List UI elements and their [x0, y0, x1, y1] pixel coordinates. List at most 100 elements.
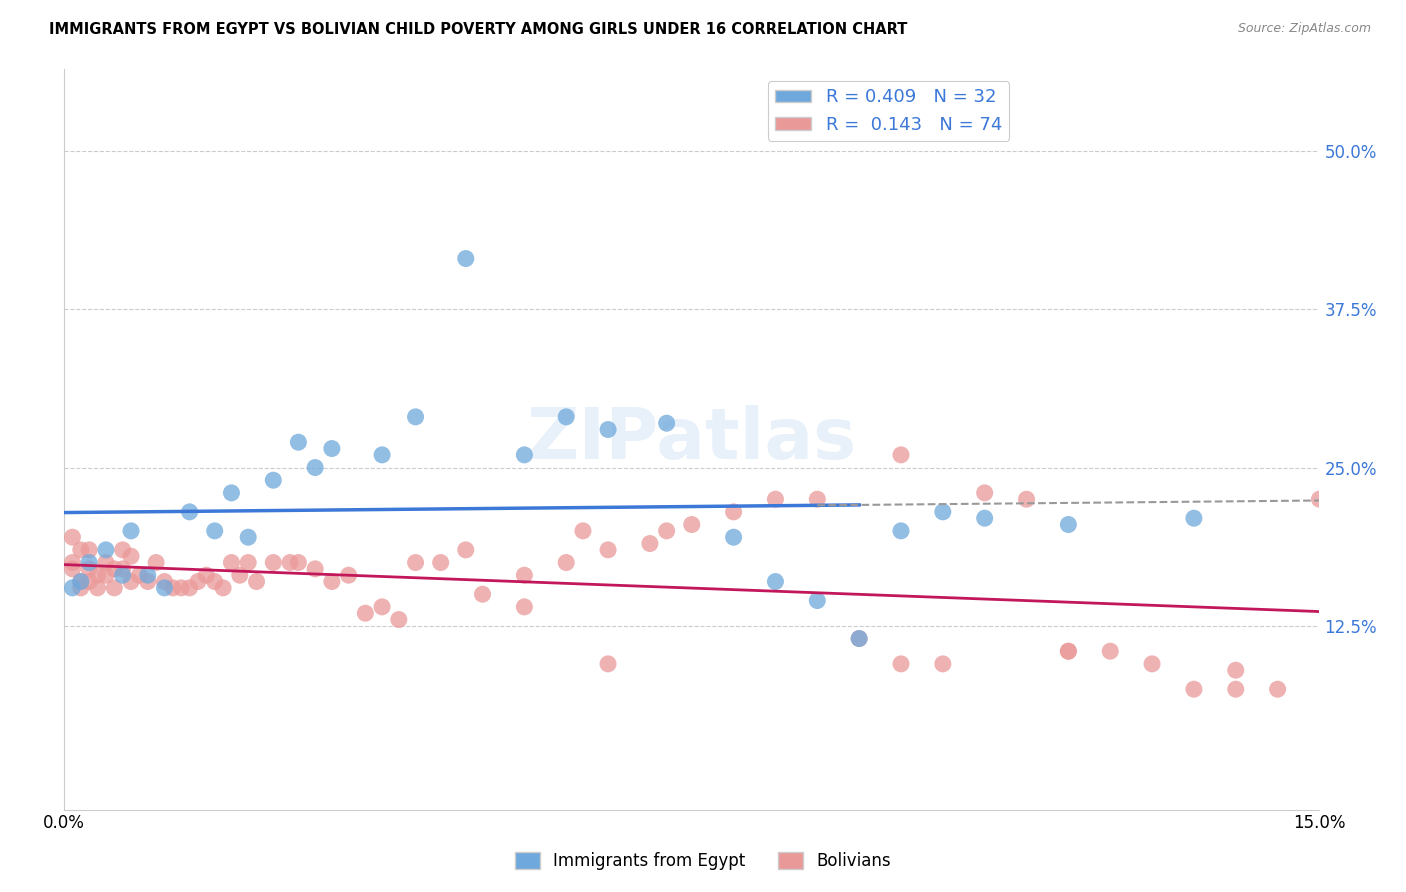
Point	[245, 574, 267, 589]
Legend: R = 0.409   N = 32, R =  0.143   N = 74: R = 0.409 N = 32, R = 0.143 N = 74	[768, 81, 1010, 141]
Point	[136, 574, 159, 589]
Point	[204, 574, 226, 589]
Point	[153, 574, 176, 589]
Point	[204, 524, 226, 538]
Point	[354, 606, 377, 620]
Point	[596, 657, 619, 671]
Point	[195, 568, 218, 582]
Point	[120, 524, 142, 538]
Point	[111, 562, 134, 576]
Point	[1140, 657, 1163, 671]
Point	[848, 632, 870, 646]
Point	[454, 542, 477, 557]
Point	[238, 556, 260, 570]
Point	[111, 542, 134, 557]
Point	[572, 524, 595, 538]
Point	[94, 542, 117, 557]
Point	[69, 574, 91, 589]
Point	[806, 593, 828, 607]
Point	[806, 492, 828, 507]
Point	[287, 556, 309, 570]
Point	[304, 562, 326, 576]
Point	[262, 473, 284, 487]
Point	[655, 416, 678, 430]
Point	[1057, 644, 1080, 658]
Point	[655, 524, 678, 538]
Point	[405, 556, 427, 570]
Point	[77, 542, 100, 557]
Text: ZIPatlas: ZIPatlas	[527, 405, 856, 474]
Point	[1182, 682, 1205, 697]
Point	[221, 556, 243, 570]
Point	[890, 448, 912, 462]
Point	[120, 574, 142, 589]
Point	[388, 613, 411, 627]
Point	[371, 599, 394, 614]
Point	[187, 574, 209, 589]
Text: IMMIGRANTS FROM EGYPT VS BOLIVIAN CHILD POVERTY AMONG GIRLS UNDER 16 CORRELATION: IMMIGRANTS FROM EGYPT VS BOLIVIAN CHILD …	[49, 22, 908, 37]
Point	[1015, 492, 1038, 507]
Point	[94, 568, 117, 582]
Point	[1225, 682, 1247, 697]
Point	[555, 556, 578, 570]
Point	[371, 448, 394, 462]
Legend: Immigrants from Egypt, Bolivians: Immigrants from Egypt, Bolivians	[508, 845, 898, 877]
Point	[723, 505, 745, 519]
Point	[238, 530, 260, 544]
Point	[848, 632, 870, 646]
Point	[179, 581, 201, 595]
Point	[111, 568, 134, 582]
Point	[471, 587, 494, 601]
Point	[212, 581, 235, 595]
Point	[62, 556, 84, 570]
Point	[77, 574, 100, 589]
Point	[932, 505, 955, 519]
Point	[62, 530, 84, 544]
Point	[69, 581, 91, 595]
Point	[262, 556, 284, 570]
Text: Source: ZipAtlas.com: Source: ZipAtlas.com	[1237, 22, 1371, 36]
Point	[321, 574, 343, 589]
Point	[69, 542, 91, 557]
Point	[638, 536, 661, 550]
Point	[555, 409, 578, 424]
Point	[304, 460, 326, 475]
Point	[1057, 644, 1080, 658]
Point	[103, 581, 125, 595]
Point	[513, 448, 536, 462]
Point	[321, 442, 343, 456]
Point	[153, 581, 176, 595]
Point	[86, 568, 108, 582]
Point	[221, 486, 243, 500]
Point	[596, 542, 619, 557]
Point	[128, 568, 150, 582]
Point	[513, 599, 536, 614]
Point	[1308, 492, 1330, 507]
Point	[513, 568, 536, 582]
Point	[765, 492, 787, 507]
Point	[454, 252, 477, 266]
Point	[973, 511, 995, 525]
Point	[723, 530, 745, 544]
Point	[62, 562, 84, 576]
Point	[162, 581, 184, 595]
Point	[596, 423, 619, 437]
Point	[69, 574, 91, 589]
Point	[145, 556, 167, 570]
Point	[278, 556, 301, 570]
Point	[1099, 644, 1122, 658]
Point	[932, 657, 955, 671]
Point	[179, 505, 201, 519]
Point	[1057, 517, 1080, 532]
Point	[1182, 511, 1205, 525]
Point	[681, 517, 703, 532]
Point	[103, 562, 125, 576]
Point	[77, 562, 100, 576]
Point	[973, 486, 995, 500]
Point	[337, 568, 360, 582]
Point	[287, 435, 309, 450]
Point	[405, 409, 427, 424]
Point	[94, 556, 117, 570]
Point	[229, 568, 252, 582]
Point	[765, 574, 787, 589]
